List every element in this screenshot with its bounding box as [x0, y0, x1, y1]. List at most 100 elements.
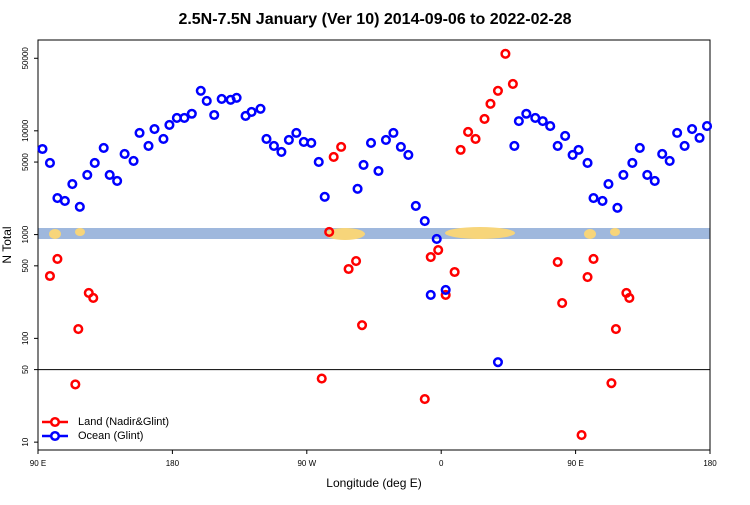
x-tick-label: 180	[703, 459, 717, 468]
point	[328, 151, 339, 162]
point	[82, 169, 93, 180]
point	[425, 251, 436, 263]
point	[255, 103, 266, 114]
point	[425, 289, 436, 301]
point	[89, 157, 100, 169]
point	[470, 133, 481, 144]
point	[59, 195, 70, 206]
point	[410, 200, 421, 211]
point	[395, 141, 406, 152]
point	[149, 123, 160, 135]
point	[164, 119, 175, 130]
point	[88, 292, 99, 304]
x-tick-label: 90 E	[30, 459, 46, 468]
point	[216, 93, 227, 104]
y-tick-label: 50	[21, 365, 30, 374]
point	[679, 140, 690, 151]
y-tick-label: 50000	[21, 47, 30, 70]
point	[352, 183, 363, 194]
point	[433, 244, 444, 256]
y-tick-label: 10	[21, 437, 30, 446]
point	[612, 202, 623, 213]
point	[73, 323, 84, 335]
point	[537, 116, 548, 127]
point	[112, 175, 123, 186]
point	[291, 127, 302, 138]
point	[576, 430, 587, 441]
point	[440, 284, 451, 295]
y-tick-label: 500	[21, 259, 30, 273]
point	[552, 140, 563, 151]
point	[231, 92, 242, 103]
y-tick-label: 100	[21, 331, 30, 345]
point	[52, 253, 63, 265]
point	[657, 148, 668, 160]
x-tick-label: 0	[439, 459, 444, 468]
point	[509, 140, 520, 151]
point	[431, 233, 442, 244]
point	[627, 157, 638, 169]
point	[440, 289, 451, 301]
y-axis-label: N Total	[0, 226, 14, 263]
point	[597, 195, 608, 206]
point	[513, 116, 524, 127]
point	[701, 121, 713, 132]
point	[373, 165, 384, 177]
point	[419, 394, 430, 405]
point	[492, 85, 503, 96]
point	[44, 157, 55, 169]
point	[649, 175, 660, 186]
point	[479, 113, 490, 125]
point	[306, 137, 317, 148]
legend-marker	[49, 430, 61, 442]
point	[449, 266, 460, 278]
point	[624, 292, 635, 304]
point	[618, 169, 629, 180]
point	[492, 357, 503, 368]
point	[283, 134, 294, 145]
point	[582, 157, 593, 169]
point	[588, 192, 599, 204]
point	[560, 130, 571, 141]
point	[201, 95, 212, 106]
point	[557, 297, 568, 309]
point	[357, 320, 368, 331]
point	[246, 106, 257, 117]
point	[500, 48, 511, 59]
point	[186, 108, 197, 119]
point	[313, 156, 324, 168]
point	[507, 78, 518, 89]
point	[143, 140, 154, 151]
point	[664, 155, 675, 166]
point	[403, 149, 414, 160]
point	[316, 373, 327, 384]
point	[119, 148, 130, 160]
point	[380, 134, 391, 145]
point	[552, 256, 563, 268]
point	[261, 133, 272, 144]
point	[365, 137, 377, 148]
point	[610, 323, 621, 335]
point	[603, 178, 614, 190]
point	[634, 142, 645, 153]
point	[642, 169, 653, 180]
point	[324, 226, 335, 238]
y-tick-label: 10000	[21, 119, 30, 142]
point	[98, 142, 109, 153]
point	[319, 191, 330, 202]
point	[343, 263, 354, 275]
point	[179, 112, 190, 124]
point	[419, 216, 430, 227]
legend-label: Land (Nadir&Glint)	[78, 416, 169, 428]
point	[358, 159, 369, 170]
point	[388, 127, 399, 138]
point	[582, 271, 593, 283]
point	[104, 169, 115, 180]
x-tick-label: 180	[166, 459, 180, 468]
point	[485, 98, 496, 109]
plot-frame	[37, 39, 711, 451]
point	[455, 144, 466, 155]
point	[336, 141, 347, 152]
point	[70, 379, 81, 390]
